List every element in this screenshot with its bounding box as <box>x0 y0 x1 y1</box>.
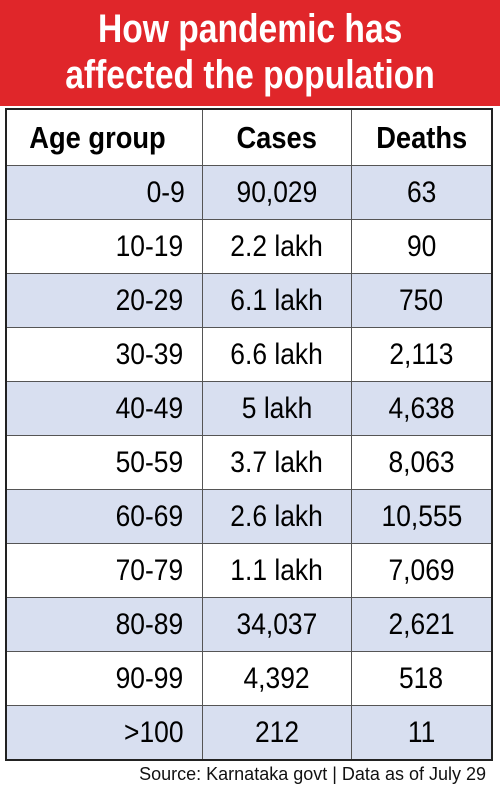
cell-text: 1.1 lakh <box>230 553 323 587</box>
cell-text: 63 <box>406 175 437 209</box>
cell-text: 90-99 <box>115 661 183 695</box>
cell-text: 60-69 <box>115 499 183 533</box>
cell-text: 212 <box>254 715 299 749</box>
table-cell: 30-39 <box>5 327 203 382</box>
cell-text: 518 <box>399 661 444 695</box>
cell-text: 8,063 <box>388 445 455 479</box>
table-cell: 60-69 <box>5 489 203 544</box>
cell-text: 50-59 <box>115 445 183 479</box>
table-row: 90-99 4,392 518 <box>5 651 493 706</box>
cell-text: 6.1 lakh <box>230 283 323 317</box>
table-cell: 11 <box>350 705 493 761</box>
table-cell: 750 <box>350 273 493 328</box>
table-cell: 6.1 lakh <box>201 273 352 328</box>
table-cell: 4,392 <box>201 651 352 706</box>
cell-text: 10,555 <box>381 499 462 533</box>
column-header-text: Cases <box>236 119 317 155</box>
cell-text: 34,037 <box>236 607 318 641</box>
table-cell: 20-29 <box>5 273 203 328</box>
table-cell: 34,037 <box>201 597 352 652</box>
column-header-text: Age group <box>29 119 166 155</box>
title-line: How pandemic has <box>0 6 500 52</box>
header-row: Age group Cases Deaths <box>5 108 493 166</box>
table-cell: 63 <box>350 165 493 220</box>
cell-text: 90,029 <box>236 175 318 209</box>
table-row: 80-89 34,037 2,621 <box>5 597 493 652</box>
table-cell: 70-79 <box>5 543 203 598</box>
table-cell: 8,063 <box>350 435 493 490</box>
table-cell: 0-9 <box>5 165 203 220</box>
column-header: Cases <box>201 108 352 166</box>
cell-text: 3.7 lakh <box>230 445 323 479</box>
cell-text: 90 <box>406 229 437 263</box>
table-cell: 10-19 <box>5 219 203 274</box>
cell-text: 11 <box>407 715 436 749</box>
table-cell: 50-59 <box>5 435 203 490</box>
cell-text: 7,069 <box>388 553 455 587</box>
table-row: >100 212 11 <box>5 705 493 761</box>
table-body: 0-9 90,029 63 10-19 2.2 lakh 90 20-29 6.1 lakh 7… <box>5 165 493 761</box>
cell-text: 70-79 <box>115 553 183 587</box>
table-cell: 40-49 <box>5 381 203 436</box>
title-text: affected the population <box>65 53 435 97</box>
table-row: 20-29 6.1 lakh 750 <box>5 273 493 328</box>
table-row: 10-19 2.2 lakh 90 <box>5 219 493 274</box>
cell-text: 2,113 <box>389 337 454 371</box>
table-cell: 2,621 <box>350 597 493 652</box>
table-cell: 2.6 lakh <box>201 489 352 544</box>
table-cell: 6.6 lakh <box>201 327 352 382</box>
cell-text: 5 lakh <box>241 391 312 425</box>
table-cell: 80-89 <box>5 597 203 652</box>
table-cell: 212 <box>201 705 352 761</box>
title-line: affected the population <box>0 52 500 98</box>
cell-text: 6.6 lakh <box>230 337 323 371</box>
cell-text: 2,621 <box>388 607 455 641</box>
cell-text: 20-29 <box>115 283 183 317</box>
table-cell: 7,069 <box>350 543 493 598</box>
table-cell: >100 <box>5 705 203 761</box>
table-cell: 2,113 <box>350 327 493 382</box>
table-cell: 3.7 lakh <box>201 435 352 490</box>
column-header: Age group <box>5 108 203 166</box>
cell-text: 10-19 <box>115 229 183 263</box>
source-note: Source: Karnataka govt | Data as of July… <box>139 764 486 784</box>
cell-text: 2.6 lakh <box>230 499 323 533</box>
table-cell: 90 <box>350 219 493 274</box>
table-cell: 90-99 <box>5 651 203 706</box>
cell-text: 750 <box>399 283 444 317</box>
cell-text: 4,638 <box>388 391 455 425</box>
cell-text: >100 <box>124 715 184 749</box>
data-table: Age group Cases Deaths 0-9 90,029 63 10-19 2.2… <box>5 108 493 761</box>
table-cell: 518 <box>350 651 493 706</box>
table-row: 40-49 5 lakh 4,638 <box>5 381 493 436</box>
table-row: 70-79 1.1 lakh 7,069 <box>5 543 493 598</box>
table-cell: 1.1 lakh <box>201 543 352 598</box>
cell-text: 2.2 lakh <box>230 229 323 263</box>
column-header: Deaths <box>350 108 493 166</box>
table-cell: 10,555 <box>350 489 493 544</box>
column-header-text: Deaths <box>375 119 467 155</box>
table-row: 60-69 2.6 lakh 10,555 <box>5 489 493 544</box>
cell-text: 0-9 <box>146 175 185 209</box>
table-row: 50-59 3.7 lakh 8,063 <box>5 435 493 490</box>
table-cell: 2.2 lakh <box>201 219 352 274</box>
table-row: 30-39 6.6 lakh 2,113 <box>5 327 493 382</box>
table-row: 0-9 90,029 63 <box>5 165 493 220</box>
cell-text: 80-89 <box>115 607 183 641</box>
cell-text: 40-49 <box>115 391 183 425</box>
title-text: How pandemic has <box>97 7 403 51</box>
header: How pandemic has affected the population <box>0 0 500 106</box>
table-cell: 5 lakh <box>201 381 352 436</box>
table-cell: 4,638 <box>350 381 493 436</box>
cell-text: 30-39 <box>115 337 183 371</box>
cell-text: 4,392 <box>243 661 310 695</box>
table-cell: 90,029 <box>201 165 352 220</box>
